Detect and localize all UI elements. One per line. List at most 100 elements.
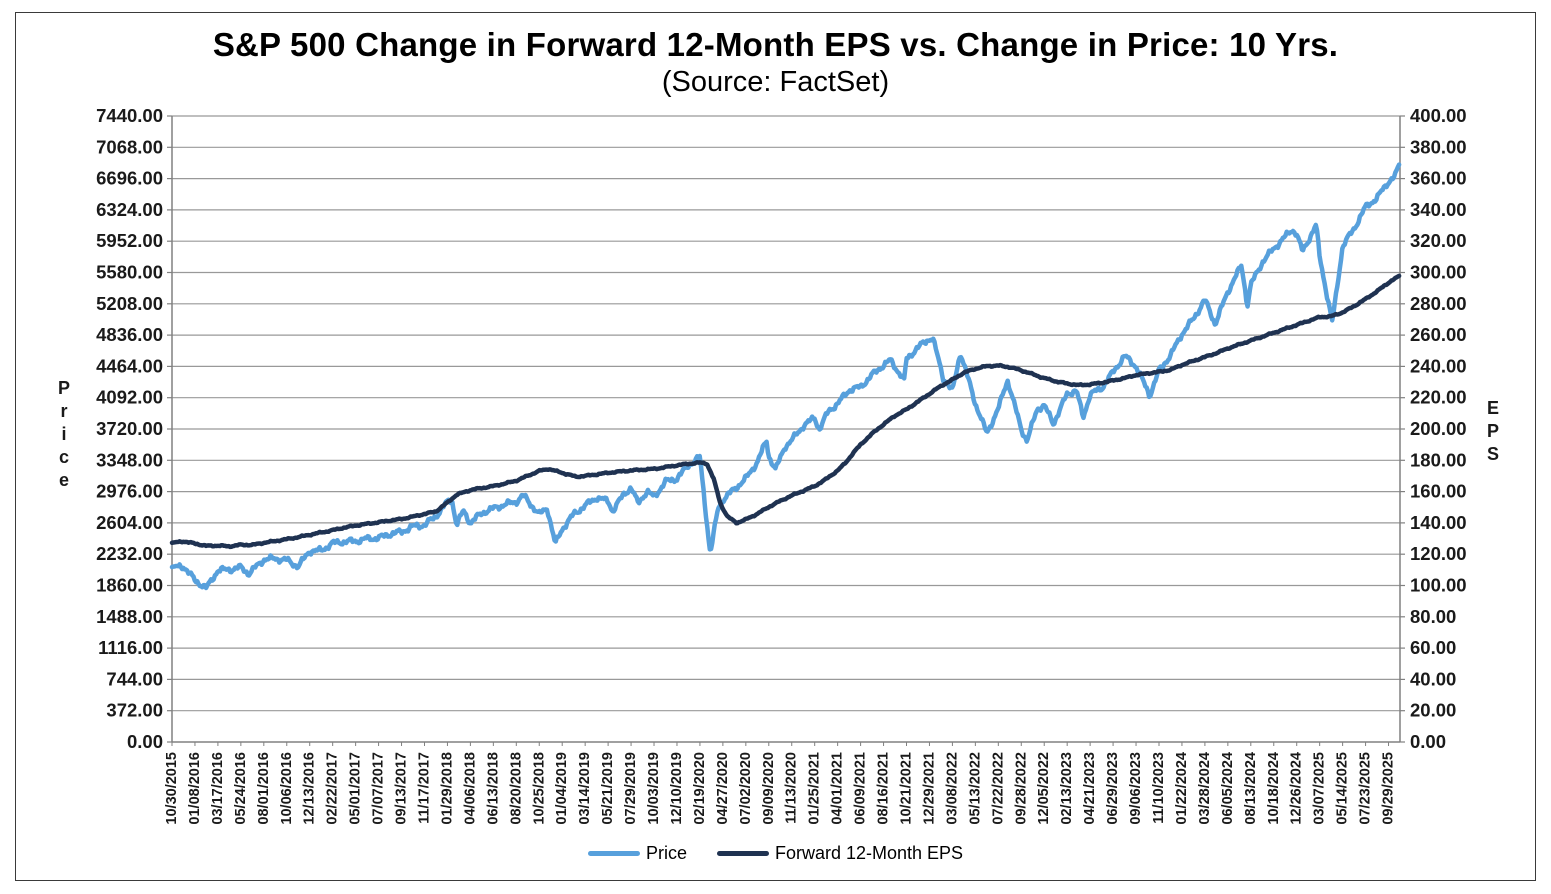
right-axis-tick-label: 380.00 [1410, 136, 1467, 157]
right-axis-tick-label: 320.00 [1410, 230, 1467, 251]
left-axis-tick-label: 372.00 [106, 700, 163, 721]
left-axis-tick-label: 1488.00 [96, 606, 163, 627]
price-line-swatch [587, 851, 640, 856]
x-axis-tick-label: 08/13/2024 [1243, 752, 1259, 825]
x-axis-tick-label: 01/29/2018 [439, 752, 455, 825]
right-axis-tick-label: 160.00 [1410, 481, 1467, 502]
right-axis-tick-label: 60.00 [1410, 637, 1456, 658]
x-axis-tick-label: 03/07/2025 [1312, 752, 1328, 825]
left-axis-tick-label: 744.00 [106, 668, 163, 689]
x-axis-tick-label: 10/21/2021 [899, 752, 915, 825]
left-axis-tick-label: 3720.00 [96, 418, 163, 439]
x-axis-tick-label: 01/25/2021 [807, 752, 823, 825]
x-axis-tick-label: 06/13/2018 [485, 752, 501, 825]
x-axis-tick-label: 02/13/2023 [1059, 752, 1075, 825]
price-line [169, 162, 1402, 591]
right-axis-tick-label: 200.00 [1410, 418, 1467, 439]
legend-label-eps: Forward 12-Month EPS [774, 843, 964, 863]
left-axis-tick-label: 7440.00 [96, 105, 163, 126]
x-axis-tick-label: 06/09/2021 [853, 752, 869, 825]
x-axis-tick-label: 07/23/2025 [1358, 752, 1374, 825]
x-axis-tick-label: 07/07/2017 [371, 752, 387, 825]
x-axis-tick-label: 10/25/2018 [531, 752, 547, 825]
x-axis-tick-label: 09/28/2022 [1013, 752, 1029, 825]
x-axis-tick-label: 05/14/2025 [1335, 752, 1351, 825]
x-axis-tick-label: 01/08/2016 [187, 752, 203, 825]
x-axis-tick-label: 06/05/2024 [1220, 752, 1236, 825]
right-axis-tick-label: 140.00 [1410, 512, 1467, 533]
x-axis-tick-label: 03/17/2016 [210, 752, 226, 825]
x-axis-tick-label: 12/13/2016 [302, 752, 318, 825]
x-axis-tick-label: 02/22/2017 [325, 752, 341, 825]
x-axis-tick-label: 09/06/2023 [1128, 752, 1144, 825]
left-axis-tick-label: 2232.00 [96, 543, 163, 564]
left-axis-tick-label: 4836.00 [96, 324, 163, 345]
left-axis-tick-label: 5952.00 [96, 230, 163, 251]
left-axis-tick-label: 4464.00 [96, 355, 163, 376]
right-axis-tick-label: 280.00 [1410, 293, 1467, 314]
right-axis-tick-label: 180.00 [1410, 449, 1467, 470]
x-axis-tick-label: 12/26/2024 [1289, 752, 1305, 825]
x-axis-tick-label: 09/13/2017 [394, 752, 410, 825]
x-axis-tick-label: 01/04/2019 [554, 752, 570, 825]
right-axis-tick-label: 220.00 [1410, 387, 1467, 408]
left-axis-tick-label: 7068.00 [96, 136, 163, 157]
figure-border [15, 12, 1536, 881]
x-axis-tick-label: 03/08/2022 [944, 752, 960, 825]
eps-line-swatch [716, 851, 769, 856]
right-axis-tick-label: 240.00 [1410, 355, 1467, 376]
left-axis-tick-label: 6324.00 [96, 199, 163, 220]
left-axis-tick-label: 2604.00 [96, 512, 163, 533]
x-axis-tick-label: 11/10/2023 [1151, 752, 1167, 824]
left-axis-tick-label: 3348.00 [96, 449, 163, 470]
right-axis-tick-label: 40.00 [1410, 668, 1456, 689]
left-axis-tick-label: 4092.00 [96, 387, 163, 408]
left-axis-tick-label: 1860.00 [96, 575, 163, 596]
x-axis-tick-label: 04/27/2020 [715, 752, 731, 825]
right-axis-tick-label: 260.00 [1410, 324, 1467, 345]
right-axis-title: EPS [1483, 398, 1503, 467]
left-axis-title: Price [54, 378, 74, 493]
x-axis-tick-label: 10/06/2016 [279, 752, 295, 825]
x-axis-tick-label: 03/14/2019 [577, 752, 593, 825]
legend-label-price: Price [645, 843, 687, 863]
x-axis-tick-label: 05/24/2016 [233, 752, 249, 825]
left-axis-tick-label: 1116.00 [98, 637, 163, 658]
x-axis-tick-label: 09/09/2020 [761, 752, 777, 825]
x-axis-tick-label: 10/18/2024 [1266, 752, 1282, 825]
x-axis-tick-label: 08/01/2016 [256, 752, 272, 825]
x-axis-tick-label: 10/30/2015 [164, 752, 180, 825]
x-axis-tick-label: 04/06/2018 [462, 752, 478, 825]
right-axis-tick-label: 80.00 [1410, 606, 1456, 627]
left-axis-tick-label: 0.00 [127, 731, 163, 752]
x-axis-tick-label: 07/02/2020 [738, 752, 754, 825]
x-axis-tick-label: 07/29/2019 [623, 752, 639, 825]
x-axis-tick-label: 02/19/2020 [692, 752, 708, 825]
legend-item-price: Price [587, 843, 687, 864]
tick-labels: 7440.00 400.00 7068.00 380.00 6696.00 360.00 6… [96, 105, 1466, 825]
x-axis-tick-label: 12/10/2019 [669, 752, 685, 825]
x-axis-tick-label: 12/05/2022 [1036, 752, 1052, 825]
x-axis-tick-label: 03/28/2024 [1197, 752, 1213, 825]
gridlines [167, 115, 1405, 743]
x-axis-tick-label: 07/22/2022 [990, 752, 1006, 825]
x-axis-tick-label: 12/29/2021 [921, 752, 937, 825]
x-axis-tick-label: 05/21/2019 [600, 752, 616, 825]
right-axis-tick-label: 20.00 [1410, 700, 1456, 721]
legend: Price Forward 12-Month EPS [0, 843, 1551, 864]
x-axis-tick-label: 04/21/2023 [1082, 752, 1098, 825]
left-axis-tick-label: 5580.00 [96, 262, 163, 283]
right-axis-tick-label: 0.00 [1410, 731, 1446, 752]
chart-subtitle: (Source: FactSet) [661, 66, 890, 98]
right-axis-tick-label: 400.00 [1410, 105, 1467, 126]
axes [171, 116, 1401, 746]
x-axis-tick-label: 01/22/2024 [1174, 752, 1190, 825]
right-axis-tick-label: 300.00 [1410, 262, 1467, 283]
legend-item-eps: Forward 12-Month EPS [716, 843, 964, 864]
right-axis-tick-label: 120.00 [1410, 543, 1467, 564]
x-axis-tick-label: 11/13/2020 [784, 752, 800, 824]
x-axis-tick-label: 08/16/2021 [876, 752, 892, 825]
x-axis-tick-label: 11/17/2017 [416, 752, 432, 824]
x-axis-tick-label: 05/13/2022 [967, 752, 983, 825]
